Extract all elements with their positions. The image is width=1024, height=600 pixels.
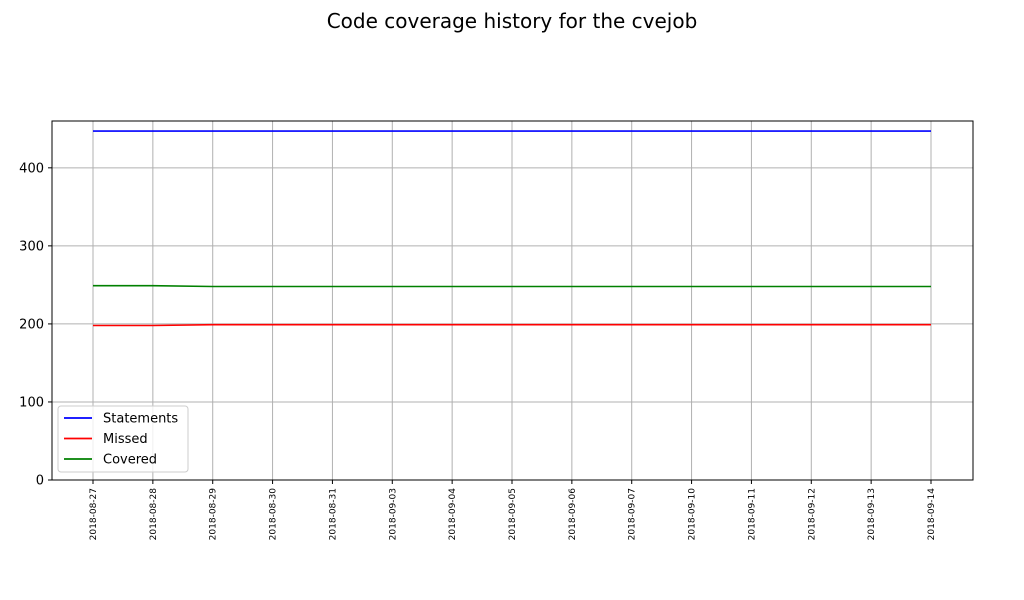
- legend-label-covered: Covered: [103, 453, 157, 468]
- chart-legend: Statements Missed Covered: [57, 405, 189, 473]
- grid-lines: [52, 121, 973, 481]
- chart-title: Code coverage history for the cvejob: [327, 9, 698, 33]
- series-lines: [93, 130, 931, 327]
- x-tick-label: 2018-08-29: [209, 488, 219, 541]
- x-tick-label: 2018-08-28: [149, 488, 159, 541]
- y-axis-ticks: 0 100 200 300 400: [19, 161, 52, 489]
- x-tick-label: 2018-09-05: [508, 488, 518, 540]
- y-tick-label: 100: [19, 395, 44, 410]
- x-tick-label: 2018-09-12: [807, 488, 817, 540]
- legend-box: [57, 405, 189, 473]
- x-tick-label: 2018-09-07: [628, 488, 638, 540]
- plot-area-frame: [51, 120, 974, 481]
- y-tick-label: 300: [19, 239, 44, 254]
- y-tick-label: 0: [36, 474, 44, 489]
- x-tick-label: 2018-09-14: [927, 488, 937, 541]
- x-tick-label: 2018-09-10: [688, 488, 698, 541]
- x-tick-label: 2018-09-03: [388, 488, 398, 540]
- legend-label-missed: Missed: [103, 432, 148, 447]
- x-tick-label: 2018-09-04: [448, 488, 458, 541]
- x-tick-label: 2018-08-30: [269, 488, 279, 541]
- y-tick-label: 400: [19, 161, 44, 176]
- x-axis-ticks: 2018-08-27 2018-08-28 2018-08-29 2018-08-30…: [89, 480, 937, 540]
- series-line-covered: [93, 284, 931, 288]
- x-tick-label: 2018-08-27: [89, 488, 99, 540]
- series-line-missed: [93, 323, 931, 327]
- legend-label-statements: Statements: [103, 412, 178, 427]
- x-tick-label: 2018-09-13: [867, 488, 877, 540]
- y-tick-label: 200: [19, 317, 44, 332]
- x-tick-label: 2018-09-11: [747, 488, 757, 540]
- x-tick-label: 2018-08-31: [328, 488, 338, 540]
- x-tick-label: 2018-09-06: [568, 488, 578, 541]
